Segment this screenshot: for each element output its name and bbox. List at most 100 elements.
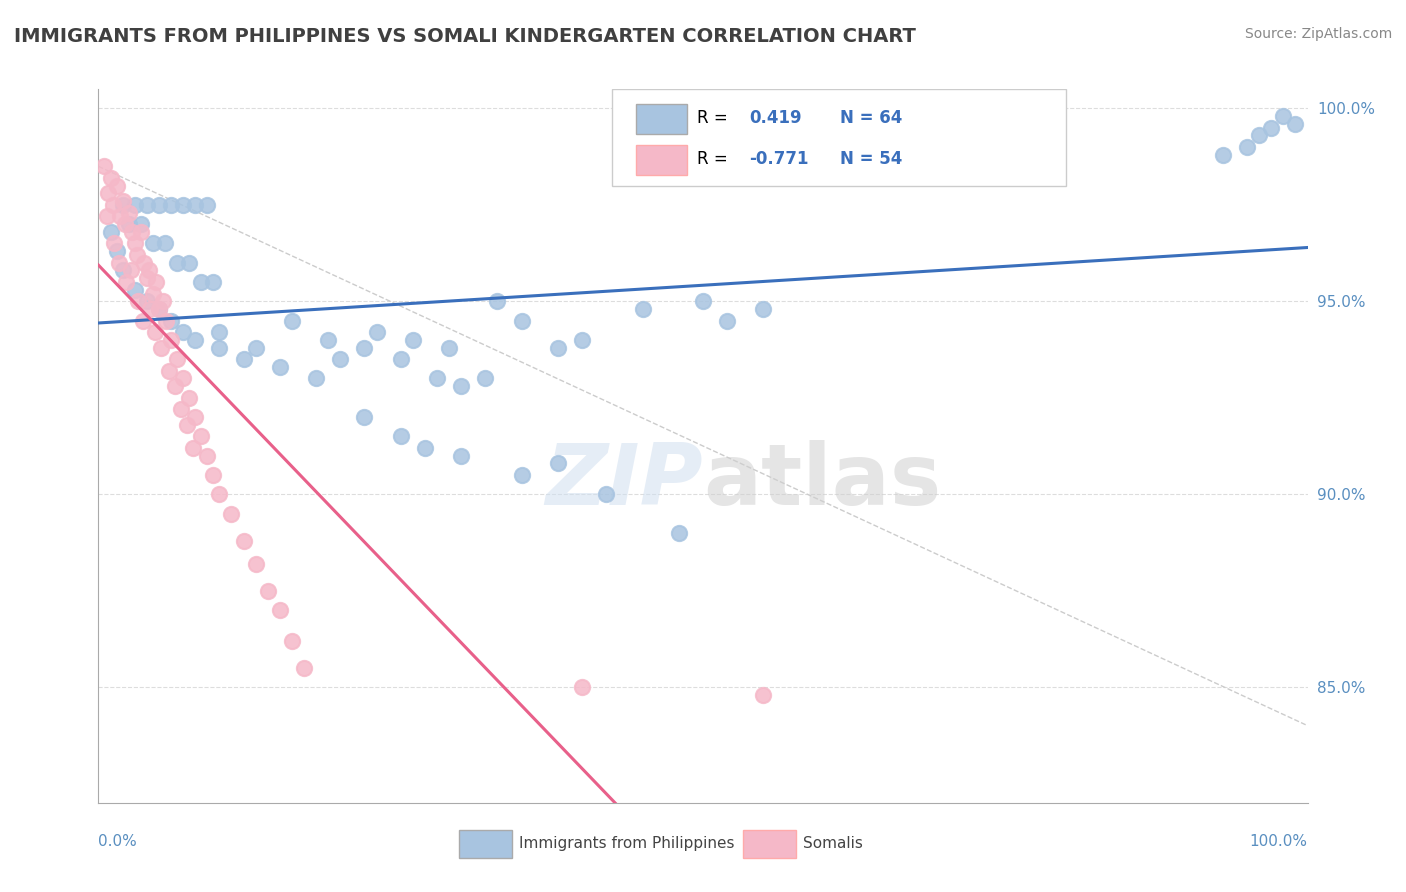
Point [160, 198, 183, 212]
Text: R =: R = [697, 150, 733, 168]
Point [1272, 109, 1295, 123]
Point [142, 236, 165, 251]
Point [510, 467, 533, 482]
Text: 0.419: 0.419 [749, 109, 801, 127]
Point [195, 198, 218, 212]
Point [100, 170, 122, 185]
Point [142, 286, 165, 301]
Point [114, 217, 136, 231]
Point [353, 410, 375, 425]
Point [148, 301, 170, 316]
Point [1249, 128, 1271, 143]
Point [155, 313, 177, 327]
Point [132, 313, 155, 327]
Point [221, 507, 243, 521]
Point [547, 341, 569, 355]
Point [166, 352, 188, 367]
Text: 100.0%: 100.0% [1250, 834, 1308, 848]
Point [169, 402, 191, 417]
Point [124, 198, 146, 212]
Point [1260, 120, 1282, 135]
Point [316, 333, 339, 347]
Point [208, 487, 231, 501]
Point [256, 583, 278, 598]
Point [172, 325, 194, 339]
Point [157, 364, 180, 378]
Point [269, 603, 291, 617]
Point [105, 178, 128, 193]
Point [413, 441, 436, 455]
Point [190, 429, 212, 443]
FancyBboxPatch shape [742, 830, 796, 858]
Point [143, 325, 166, 339]
Point [329, 352, 352, 367]
Point [145, 275, 167, 289]
Point [510, 313, 533, 327]
Point [129, 217, 152, 231]
Point [121, 225, 143, 239]
Point [135, 198, 157, 212]
Point [184, 198, 207, 212]
Point [139, 301, 162, 316]
Point [547, 456, 569, 470]
Point [184, 333, 207, 347]
Text: Immigrants from Philippines: Immigrants from Philippines [519, 836, 735, 851]
Point [208, 341, 231, 355]
Point [111, 263, 134, 277]
Point [752, 301, 775, 316]
Point [190, 275, 212, 289]
Point [108, 210, 131, 224]
Point [668, 525, 690, 540]
Point [152, 294, 174, 309]
Point [752, 688, 775, 702]
Point [93, 159, 115, 173]
Point [111, 194, 134, 208]
Point [232, 533, 254, 548]
Text: atlas: atlas [703, 440, 941, 524]
Text: IMMIGRANTS FROM PHILIPPINES VS SOMALI KINDERGARTEN CORRELATION CHART: IMMIGRANTS FROM PHILIPPINES VS SOMALI KI… [14, 27, 915, 45]
Point [150, 341, 173, 355]
Point [160, 313, 183, 327]
Text: Somalis: Somalis [803, 836, 863, 851]
Point [208, 325, 231, 339]
Point [138, 263, 160, 277]
Point [269, 359, 291, 374]
Point [595, 487, 617, 501]
Point [124, 236, 146, 251]
Point [108, 256, 131, 270]
Point [120, 263, 142, 277]
Point [631, 301, 654, 316]
FancyBboxPatch shape [613, 89, 1066, 186]
Point [402, 333, 425, 347]
Point [450, 449, 472, 463]
Point [163, 379, 186, 393]
Text: N = 54: N = 54 [839, 150, 903, 168]
Point [111, 198, 134, 212]
Point [96, 210, 118, 224]
Point [148, 301, 170, 316]
Text: N = 64: N = 64 [839, 109, 903, 127]
Point [389, 352, 412, 367]
Point [474, 371, 496, 385]
Point [426, 371, 449, 385]
Point [202, 275, 225, 289]
Point [153, 236, 176, 251]
Point [292, 661, 315, 675]
Point [176, 417, 198, 432]
Point [353, 341, 375, 355]
Point [97, 186, 120, 201]
Point [127, 294, 149, 309]
Point [571, 333, 593, 347]
Point [195, 449, 218, 463]
Text: R =: R = [697, 109, 733, 127]
Point [1284, 117, 1306, 131]
Text: -0.771: -0.771 [749, 150, 808, 168]
Point [450, 379, 472, 393]
Point [232, 352, 254, 367]
Point [172, 198, 194, 212]
Point [692, 294, 714, 309]
Point [118, 205, 141, 219]
Point [1236, 140, 1258, 154]
Point [716, 313, 738, 327]
Point [181, 441, 204, 455]
